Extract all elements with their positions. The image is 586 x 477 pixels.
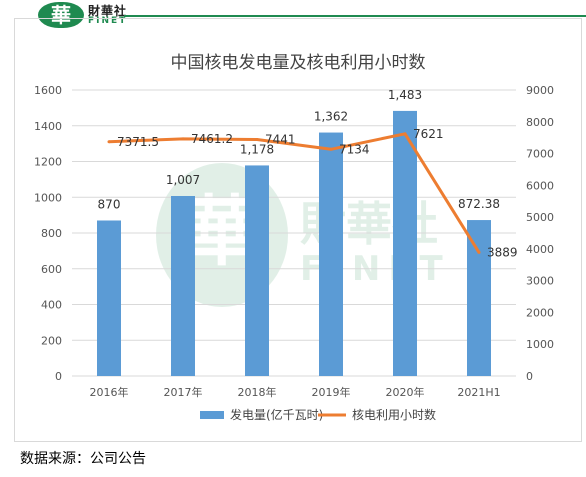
- line-value-label: 7134: [339, 142, 370, 156]
- y-right-tick-label: 8000: [526, 116, 554, 129]
- legend-swatch-bar: [200, 411, 224, 419]
- line-point: [107, 140, 111, 144]
- line-value-label: 7621: [413, 127, 444, 141]
- y-left-tick-label: 0: [55, 370, 62, 383]
- y-right-tick-label: 4000: [526, 243, 554, 256]
- bar-value-label: 872.38: [458, 197, 500, 211]
- line-path: [108, 132, 481, 254]
- chart-title: 中国核电发电量及核电利用小时数: [170, 53, 426, 73]
- x-tick-label: 2017年: [164, 385, 203, 399]
- y-right-tick-label: 9000: [526, 84, 554, 97]
- line-point: [181, 137, 185, 141]
- y-right-tick-label: 5000: [526, 211, 554, 224]
- y-left-tick-label: 600: [41, 263, 62, 276]
- source-note: 数据来源：公司公告: [20, 451, 146, 467]
- x-tick-label: 2019年: [312, 385, 351, 399]
- line-value-label: 7461.2: [191, 132, 233, 146]
- line-value-label: 3889: [487, 245, 518, 259]
- y-left-tick-label: 200: [41, 334, 62, 347]
- bar-value-label: 870: [98, 197, 121, 211]
- y-right-tick-label: 2000: [526, 306, 554, 319]
- grid: [72, 89, 516, 377]
- bar: [319, 132, 343, 376]
- y-right-tick-label: 7000: [526, 148, 554, 161]
- legend: 发电量(亿千瓦时) 核电利用小时数: [200, 407, 436, 422]
- y-right-tick-label: 0: [526, 370, 533, 383]
- y-right-tick-label: 6000: [526, 179, 554, 192]
- bar-value-label: 1,362: [314, 110, 348, 124]
- y-right-tick-label: 1000: [526, 338, 554, 351]
- bar: [97, 220, 121, 376]
- brand-logo-block: 華 財華社 FINET: [38, 2, 158, 28]
- line-value-label: 7441: [265, 133, 296, 147]
- line-point: [477, 250, 481, 254]
- legend-label-line: 核电利用小时数: [352, 407, 436, 422]
- y-left-tick-label: 1400: [34, 120, 62, 133]
- y-left-tick-label: 1600: [34, 84, 62, 97]
- bar-value-label: 1,178: [240, 142, 274, 156]
- bar: [467, 220, 491, 376]
- x-tick-label: 2020年: [386, 385, 425, 399]
- y-left-axis: 0 200 400 600 800 1000 1200 1400 1600: [34, 84, 62, 383]
- y-left-tick-label: 1200: [34, 156, 62, 169]
- header-rule: [124, 15, 586, 17]
- bar-labels: 870 1,007 1,178 1,362 1,483 872.38: [98, 88, 500, 212]
- y-left-tick-label: 800: [41, 227, 62, 240]
- line-point: [329, 147, 333, 151]
- bar: [171, 195, 195, 376]
- legend-label-bar: 发电量(亿千瓦时): [230, 407, 323, 422]
- line-point: [255, 138, 259, 142]
- x-axis: 2016年 2017年 2018年 2019年 2020年 2021H1: [90, 385, 501, 399]
- x-tick-label: 2016年: [90, 385, 129, 399]
- bar-series: [97, 110, 491, 376]
- finet-logo-icon: 華: [38, 2, 84, 28]
- x-tick-label: 2021H1: [457, 386, 500, 399]
- chart-frame: [14, 18, 582, 442]
- y-right-axis: 0 1000 2000 3000 4000 5000 6000 7000 8000 9000: [526, 84, 554, 383]
- line-value-label: 7371.5: [117, 135, 159, 149]
- brand-name-cn: 財華社: [88, 4, 128, 18]
- line-series: [107, 132, 481, 254]
- bar-value-label: 1,483: [388, 88, 422, 102]
- y-left-tick-label: 1000: [34, 191, 62, 204]
- x-tick-label: 2018年: [238, 385, 277, 399]
- bar: [245, 165, 269, 376]
- line-point: [403, 132, 407, 136]
- y-left-tick-label: 400: [41, 299, 62, 312]
- bar-value-label: 1,007: [166, 173, 200, 187]
- y-right-tick-label: 3000: [526, 275, 554, 288]
- line-labels: 7371.5 7461.2 7441 7134 7621 3889: [117, 127, 518, 260]
- brand-name-en: FINET: [88, 16, 128, 26]
- bar: [393, 110, 417, 376]
